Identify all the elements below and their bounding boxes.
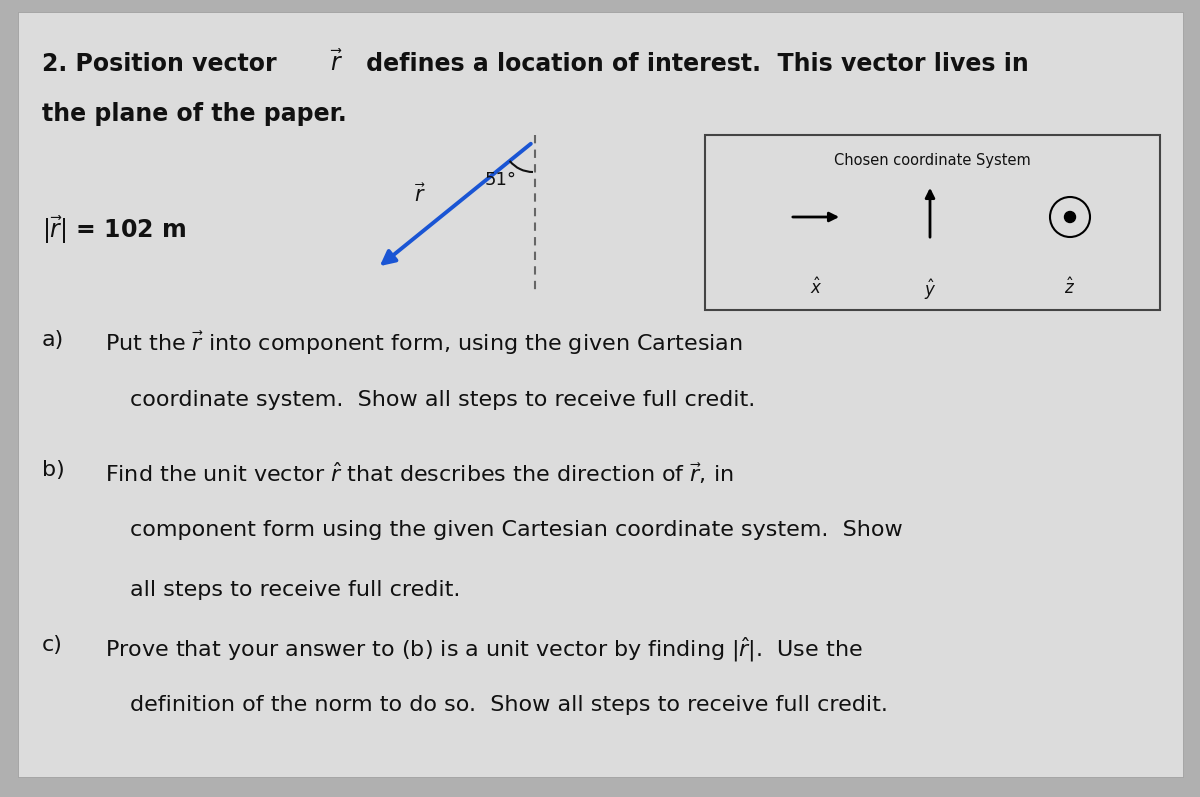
Text: $\vec{r}$: $\vec{r}$ <box>330 50 343 76</box>
Text: 2. Position vector: 2. Position vector <box>42 52 284 76</box>
Text: $\hat{y}$: $\hat{y}$ <box>924 277 936 301</box>
Text: Find the unit vector $\hat{r}$ that describes the direction of $\vec{r}$, in: Find the unit vector $\hat{r}$ that desc… <box>106 460 733 486</box>
Text: the plane of the paper.: the plane of the paper. <box>42 102 347 126</box>
FancyBboxPatch shape <box>706 135 1160 310</box>
Text: c): c) <box>42 635 62 655</box>
Text: all steps to receive full credit.: all steps to receive full credit. <box>130 580 461 600</box>
FancyBboxPatch shape <box>18 12 1183 777</box>
Text: definition of the norm to do so.  Show all steps to receive full credit.: definition of the norm to do so. Show al… <box>130 695 888 715</box>
Text: Chosen coordinate System: Chosen coordinate System <box>834 153 1031 168</box>
Text: $\hat{x}$: $\hat{x}$ <box>810 277 822 297</box>
Text: $|\vec{r}|$ = 102 m: $|\vec{r}|$ = 102 m <box>42 214 186 245</box>
Text: Put the $\vec{r}$ into component form, using the given Cartesian: Put the $\vec{r}$ into component form, u… <box>106 330 743 357</box>
Text: coordinate system.  Show all steps to receive full credit.: coordinate system. Show all steps to rec… <box>130 390 755 410</box>
Text: $\hat{z}$: $\hat{z}$ <box>1064 277 1075 297</box>
Text: 51°: 51° <box>485 171 517 189</box>
Text: defines a location of interest.  This vector lives in: defines a location of interest. This vec… <box>358 52 1028 76</box>
Text: component form using the given Cartesian coordinate system.  Show: component form using the given Cartesian… <box>130 520 902 540</box>
Text: b): b) <box>42 460 65 480</box>
Circle shape <box>1064 211 1075 222</box>
Text: $\vec{r}$: $\vec{r}$ <box>414 183 426 206</box>
Text: a): a) <box>42 330 65 350</box>
Text: Prove that your answer to (b) is a unit vector by finding $|\hat{r}|$.  Use the: Prove that your answer to (b) is a unit … <box>106 635 863 664</box>
